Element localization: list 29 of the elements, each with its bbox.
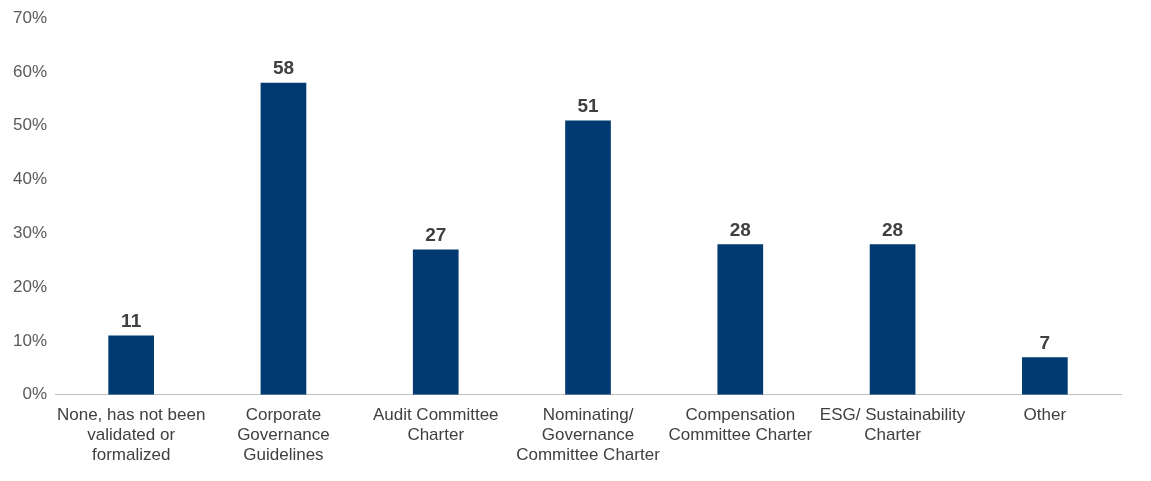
y-tick-label: 50% [12, 115, 48, 135]
bar [1022, 357, 1068, 395]
data-label: 51 [577, 95, 600, 117]
x-tick-label: Corporate Governance Guidelines [237, 404, 330, 465]
bar [108, 335, 155, 395]
data-label: 28 [729, 218, 751, 240]
x-tick-label: ESG/ Sustainability Charter [819, 404, 966, 445]
x-tick-label: Compensation Committee Charter [668, 404, 813, 445]
y-tick-label: 60% [12, 61, 48, 81]
y-tick-label: 70% [12, 7, 48, 27]
y-tick-label: 20% [12, 276, 48, 296]
x-tick-label: Nominating/ Governance Committee Charter [516, 404, 661, 465]
y-tick-label: 10% [12, 330, 48, 350]
y-tick-label: 40% [12, 169, 48, 189]
x-tick-label: Other [1023, 404, 1067, 424]
data-label: 7 [1039, 331, 1051, 353]
x-tick-label: Audit Committee Charter [372, 404, 499, 445]
data-label: 27 [425, 224, 447, 246]
data-label: 28 [882, 218, 904, 240]
bar [717, 244, 764, 395]
bar [412, 249, 459, 395]
data-label: 11 [121, 310, 142, 332]
bar [260, 82, 307, 395]
x-tick-label: None, has not been validated or formalized [56, 404, 206, 465]
bar [869, 244, 916, 395]
bar [565, 120, 611, 395]
y-tick-label: 0% [22, 384, 48, 404]
y-tick-label: 30% [12, 223, 48, 243]
data-label: 58 [272, 57, 295, 79]
